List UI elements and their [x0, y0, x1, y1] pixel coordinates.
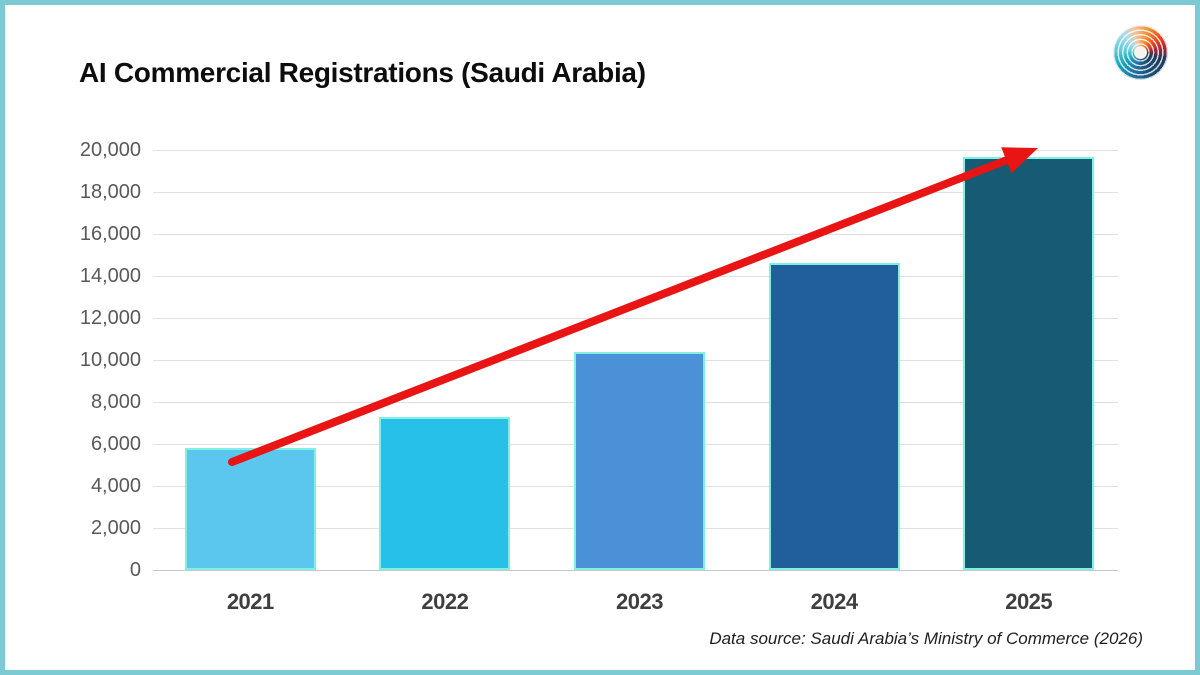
y-axis-tick-label: 4,000 [90, 475, 141, 497]
y-axis-tick-label: 10,000 [79, 349, 141, 371]
x-axis-tick-label: 2021 [226, 589, 274, 614]
y-axis-tick-label: 0 [129, 559, 141, 581]
y-axis-tick-label: 16,000 [79, 223, 141, 245]
swirl-logo-icon [1113, 25, 1168, 80]
data-source-caption: Data source: Saudi Arabia’s Ministry of … [709, 629, 1143, 648]
y-axis-tick-label: 12,000 [79, 307, 141, 329]
bar-2021 [184, 448, 316, 570]
bar-2024 [768, 263, 900, 570]
bar-2023 [574, 351, 705, 570]
x-axis-tick-label: 2022 [421, 589, 469, 614]
y-axis-tick-label: 20,000 [79, 139, 141, 161]
y-axis-tick-label: 2,000 [90, 517, 141, 539]
y-axis-tick-label: 14,000 [79, 265, 141, 287]
chart-title: AI Commercial Registrations (Saudi Arabi… [79, 57, 646, 88]
y-axis-tick-label: 6,000 [90, 433, 141, 455]
bar-2025 [963, 157, 1095, 570]
x-axis-tick-label: 2025 [1005, 589, 1053, 614]
x-axis-tick-label: 2024 [810, 589, 858, 614]
x-axis-tick-label: 2023 [616, 589, 663, 614]
bar-2022 [379, 416, 511, 570]
y-axis-tick-label: 18,000 [79, 181, 141, 203]
gridline [153, 150, 1118, 151]
x-axis-line [153, 570, 1118, 571]
y-axis-tick-label: 8,000 [90, 391, 141, 413]
